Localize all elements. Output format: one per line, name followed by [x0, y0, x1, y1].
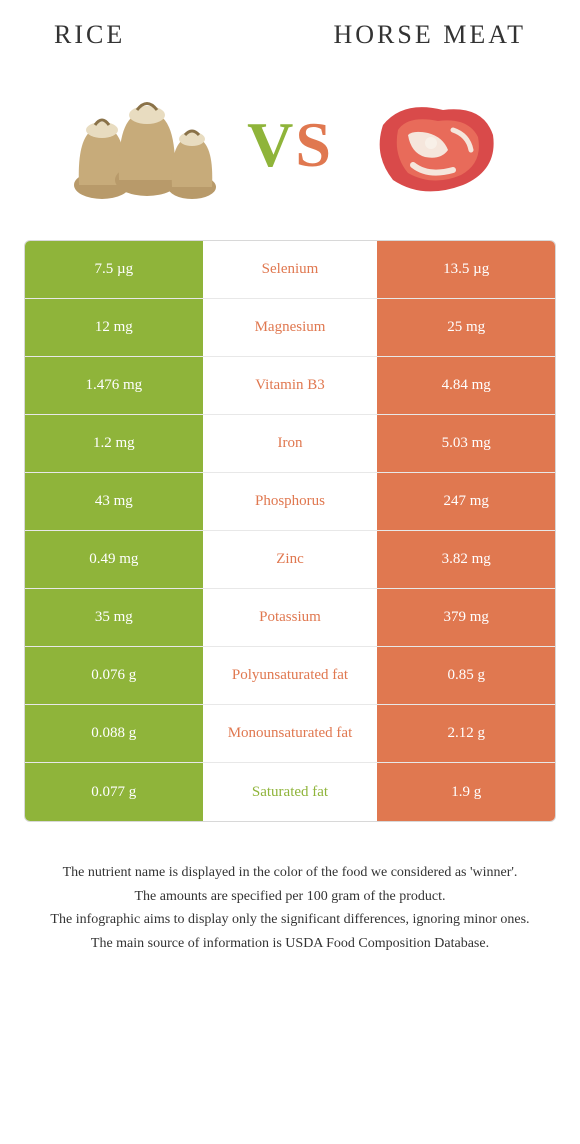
- footer-notes: The nutrient name is displayed in the co…: [24, 862, 556, 955]
- nutrient-row: 1.2 mgIron5.03 mg: [25, 415, 555, 473]
- right-value: 5.03 mg: [377, 415, 555, 472]
- right-value: 4.84 mg: [377, 357, 555, 414]
- nutrient-table: 7.5 µgSelenium13.5 µg12 mgMagnesium25 mg…: [24, 240, 556, 822]
- left-value: 35 mg: [25, 589, 203, 646]
- meat-image: [353, 80, 513, 210]
- nutrient-name: Vitamin B3: [203, 357, 378, 414]
- left-value: 7.5 µg: [25, 241, 203, 298]
- nutrient-row: 1.476 mgVitamin B34.84 mg: [25, 357, 555, 415]
- nutrient-row: 12 mgMagnesium25 mg: [25, 299, 555, 357]
- nutrient-row: 0.077 gSaturated fat1.9 g: [25, 763, 555, 821]
- nutrient-name: Selenium: [203, 241, 378, 298]
- right-value: 13.5 µg: [377, 241, 555, 298]
- header-titles: Rice Horse meat: [24, 20, 556, 60]
- nutrient-row: 0.088 gMonounsaturated fat2.12 g: [25, 705, 555, 763]
- left-value: 0.49 mg: [25, 531, 203, 588]
- vs-v: V: [247, 109, 295, 180]
- right-value: 247 mg: [377, 473, 555, 530]
- vs-row: VS: [24, 80, 556, 210]
- nutrient-name: Saturated fat: [203, 763, 378, 821]
- nutrient-name: Monounsaturated fat: [203, 705, 378, 762]
- left-food-title: Rice: [54, 20, 125, 50]
- nutrient-name: Phosphorus: [203, 473, 378, 530]
- right-value: 3.82 mg: [377, 531, 555, 588]
- nutrient-name: Zinc: [203, 531, 378, 588]
- nutrient-row: 0.49 mgZinc3.82 mg: [25, 531, 555, 589]
- left-value: 12 mg: [25, 299, 203, 356]
- right-food-title: Horse meat: [333, 20, 526, 50]
- left-value: 1.2 mg: [25, 415, 203, 472]
- nutrient-row: 35 mgPotassium379 mg: [25, 589, 555, 647]
- footer-line-3: The infographic aims to display only the…: [32, 909, 548, 931]
- left-value: 1.476 mg: [25, 357, 203, 414]
- footer-line-4: The main source of information is USDA F…: [32, 933, 548, 955]
- nutrient-name: Magnesium: [203, 299, 378, 356]
- right-value: 0.85 g: [377, 647, 555, 704]
- vs-s: S: [295, 109, 333, 180]
- footer-line-1: The nutrient name is displayed in the co…: [32, 862, 548, 884]
- nutrient-row: 43 mgPhosphorus247 mg: [25, 473, 555, 531]
- left-value: 0.076 g: [25, 647, 203, 704]
- right-value: 379 mg: [377, 589, 555, 646]
- nutrient-row: 7.5 µgSelenium13.5 µg: [25, 241, 555, 299]
- right-value: 2.12 g: [377, 705, 555, 762]
- footer-line-2: The amounts are specified per 100 gram o…: [32, 886, 548, 908]
- nutrient-name: Polyunsaturated fat: [203, 647, 378, 704]
- right-value: 1.9 g: [377, 763, 555, 821]
- nutrient-row: 0.076 gPolyunsaturated fat0.85 g: [25, 647, 555, 705]
- left-value: 0.088 g: [25, 705, 203, 762]
- nutrient-name: Iron: [203, 415, 378, 472]
- right-value: 25 mg: [377, 299, 555, 356]
- left-value: 43 mg: [25, 473, 203, 530]
- nutrient-name: Potassium: [203, 589, 378, 646]
- vs-label: VS: [247, 108, 333, 182]
- rice-image: [67, 80, 227, 210]
- left-value: 0.077 g: [25, 763, 203, 821]
